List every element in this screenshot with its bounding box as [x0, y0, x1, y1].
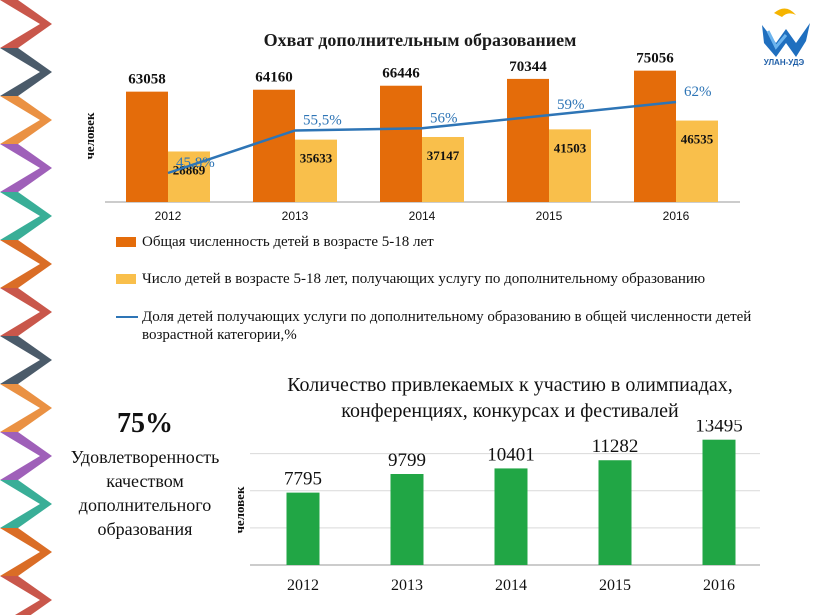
- x-tick-2014: 2014: [409, 209, 436, 223]
- bar-total-2015: [507, 78, 549, 202]
- bar-enrolled-2013: [295, 139, 337, 202]
- legend-item-total: Общая численность детей в возрасте 5-18 …: [116, 233, 756, 253]
- x-tick-2016: 2016: [703, 577, 735, 594]
- x-tick-2013: 2013: [282, 209, 309, 223]
- legend-label-total: Общая численность детей в возрасте 5-18 …: [142, 234, 434, 250]
- chart1-title: Охват дополнительным образованием: [263, 30, 577, 50]
- border-chevron: [0, 576, 52, 615]
- x-tick-2012: 2012: [155, 209, 182, 223]
- legend-line-share: [116, 316, 138, 318]
- bar-enrolled-2014: [422, 136, 464, 202]
- border-chevron: [0, 480, 52, 528]
- bar-participants-2014: [494, 468, 528, 565]
- legend-label-enrolled: Число детей в возрасте 5-18 лет, получаю…: [142, 271, 706, 287]
- legend-swatch-total: [116, 237, 136, 247]
- label-total-2015: 70344: [509, 59, 547, 75]
- border-chevron: [0, 144, 52, 192]
- label-share-2014: 56%: [430, 110, 458, 126]
- x-tick-2013: 2013: [391, 577, 423, 594]
- label-participants-2014: 10401: [487, 444, 535, 465]
- participants-chart: человек 7795 2012 9799 2013 10401 2014 11282 201…: [232, 420, 760, 594]
- label-share-2013: 55,5%: [303, 112, 342, 128]
- label-total-2012: 63058: [128, 72, 166, 88]
- label-total-2014: 66446: [382, 66, 420, 82]
- label-share-2016: 62%: [684, 84, 712, 100]
- logo-caption: УЛАН-УДЭ: [763, 58, 805, 67]
- label-participants-2013: 9799: [388, 450, 426, 471]
- bar-total-2013: [253, 89, 295, 202]
- border-chevron: [0, 528, 52, 576]
- border-chevron: [0, 336, 52, 384]
- chart2-title: Количество привлекаемых к участию в олим…: [287, 374, 733, 422]
- label-enrolled-2016: 46535: [681, 132, 714, 147]
- x-tick-2015: 2015: [536, 209, 563, 223]
- bar-participants-2013: [390, 474, 424, 565]
- bar-total-2014: [380, 85, 422, 202]
- share-line: [167, 100, 677, 175]
- x-tick-2015: 2015: [599, 577, 631, 594]
- bar-participants-2012: [286, 492, 320, 565]
- coverage-chart: человек 63058 28869 2012 64160 35633 2013 66446…: [82, 51, 740, 223]
- bar-enrolled-2016: [676, 120, 718, 202]
- border-chevron: [0, 0, 52, 48]
- label-enrolled-2012: 28869: [173, 162, 206, 177]
- bar-enrolled-2015: [549, 129, 591, 202]
- bar-total-2012: [126, 91, 168, 202]
- legend-label-share: Доля детей получающих услуги по дополнит…: [142, 309, 752, 343]
- satisfaction-percent: 75%: [117, 408, 173, 439]
- decorative-border: [0, 0, 62, 615]
- chart1-ylabel: человек: [82, 112, 97, 159]
- legend-swatch-enrolled: [116, 274, 136, 284]
- bar-participants-2015: [598, 460, 632, 565]
- border-chevron: [0, 192, 52, 240]
- border-chevron: [0, 48, 52, 96]
- label-share-2012: 45,8%: [176, 155, 215, 171]
- label-enrolled-2014: 37147: [427, 148, 460, 163]
- border-chevron: [0, 96, 52, 144]
- label-participants-2015: 11282: [592, 436, 639, 457]
- x-tick-2014: 2014: [495, 577, 527, 594]
- x-tick-2012: 2012: [287, 577, 319, 594]
- x-tick-2016: 2016: [663, 209, 690, 223]
- bar-enrolled-2012: [168, 151, 210, 202]
- border-chevron: [0, 432, 52, 480]
- border-chevron: [0, 384, 52, 432]
- label-participants-2012: 7795: [284, 469, 322, 490]
- label-participants-2016: 13495: [695, 420, 743, 437]
- border-chevron: [0, 288, 52, 336]
- legend-item-share: Доля детей получающих услуги по дополнит…: [116, 308, 756, 346]
- bar-participants-2016: [702, 439, 736, 565]
- label-enrolled-2013: 35633: [300, 151, 333, 166]
- city-logo-icon: [762, 8, 810, 57]
- legend-item-enrolled: Число детей в возрасте 5-18 лет, получаю…: [116, 270, 756, 308]
- label-total-2013: 64160: [255, 70, 293, 86]
- chart2-ylabel: человек: [232, 486, 247, 533]
- satisfaction-label: Удовлетворенность качеством дополнительн…: [70, 447, 220, 539]
- label-share-2015: 59%: [557, 97, 585, 113]
- label-total-2016: 75056: [636, 51, 674, 67]
- label-enrolled-2015: 41503: [554, 140, 587, 155]
- bar-total-2016: [634, 70, 676, 202]
- border-chevron: [0, 240, 52, 288]
